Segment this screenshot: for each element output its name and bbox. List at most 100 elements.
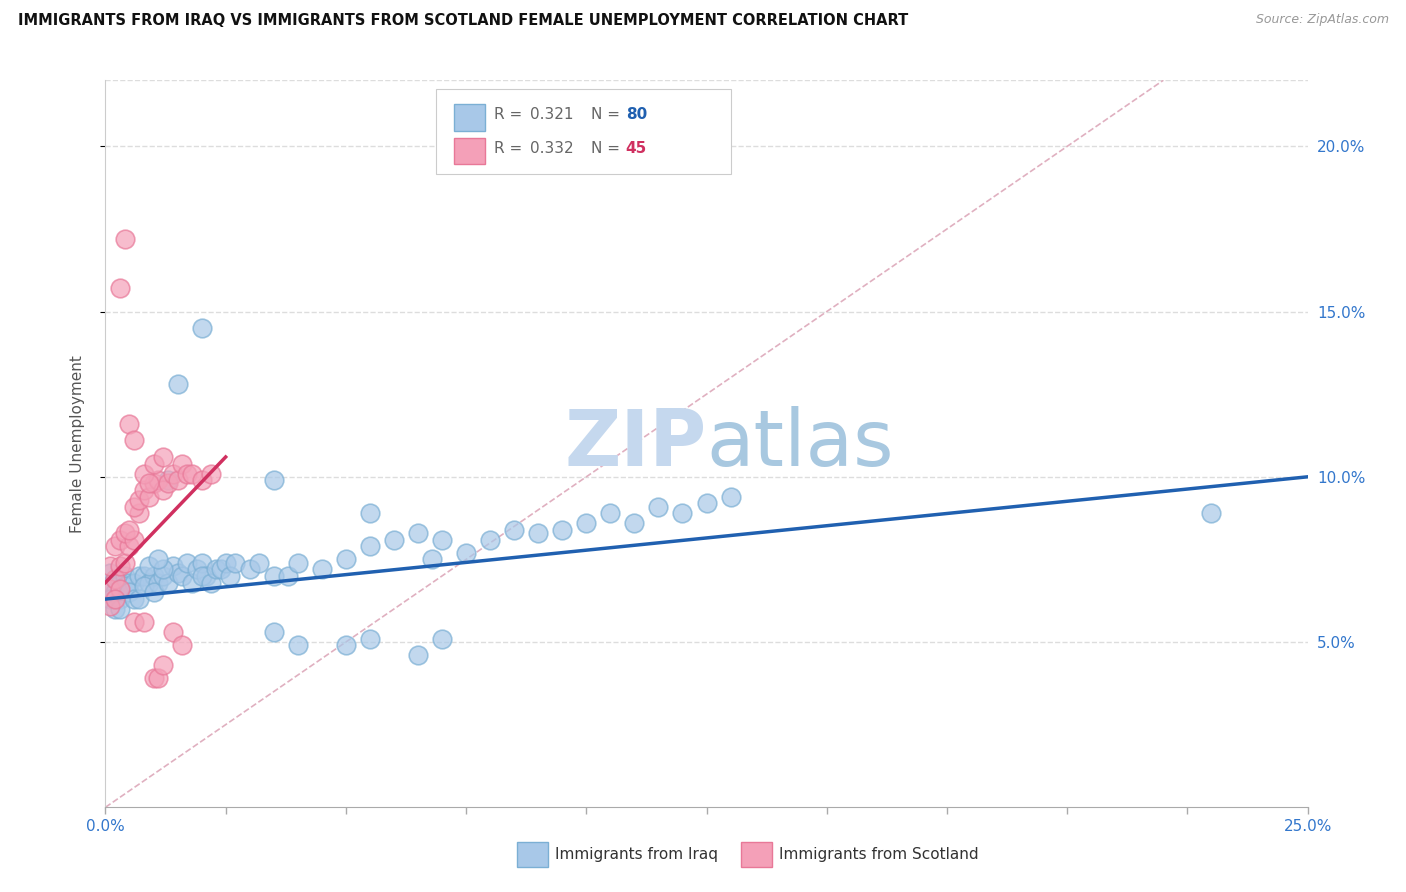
Point (200, 575, 222, 590)
Point (277, 569, 299, 583)
Point (263, 473, 285, 487)
Point (156, 575, 179, 590)
Point (214, 556, 236, 570)
Point (124, 500, 146, 514)
Point (118, 523, 141, 537)
Point (186, 562, 208, 576)
Point (98, 582, 121, 597)
Point (152, 562, 174, 576)
Point (108, 533, 131, 547)
Point (263, 569, 285, 583)
Point (128, 492, 150, 507)
Point (263, 625, 285, 640)
Point (148, 473, 170, 487)
Point (287, 638, 309, 652)
Point (181, 575, 204, 590)
Point (142, 569, 165, 583)
Point (382, 533, 405, 547)
Point (98, 559, 121, 574)
Point (503, 523, 526, 537)
Point (406, 648, 429, 663)
Text: Source: ZipAtlas.com: Source: ZipAtlas.com (1256, 13, 1389, 27)
Point (142, 476, 165, 491)
Point (124, 575, 146, 590)
Point (114, 556, 136, 570)
Point (104, 572, 127, 586)
Point (132, 569, 155, 583)
Point (190, 569, 212, 583)
Point (359, 539, 381, 553)
Point (720, 490, 742, 504)
Point (124, 615, 146, 630)
Point (224, 556, 246, 570)
Point (454, 546, 477, 560)
Point (479, 533, 502, 547)
Point (1201, 506, 1223, 520)
Text: N =: N = (591, 141, 624, 156)
Point (108, 559, 131, 574)
Point (142, 457, 165, 471)
Point (599, 506, 621, 520)
Point (152, 569, 174, 583)
Point (118, 539, 141, 553)
Point (128, 569, 150, 583)
Point (696, 496, 718, 510)
Text: ZIP: ZIP (564, 406, 707, 482)
Point (527, 526, 550, 541)
Point (430, 533, 453, 547)
Point (406, 526, 429, 541)
Point (200, 467, 222, 481)
Point (108, 575, 131, 590)
Point (209, 562, 232, 576)
Point (195, 569, 218, 583)
Point (98, 566, 121, 580)
Point (205, 562, 228, 576)
Point (132, 483, 155, 497)
Point (104, 602, 127, 616)
Point (172, 638, 194, 652)
Point (148, 575, 170, 590)
Point (575, 516, 598, 530)
Point (104, 539, 127, 553)
Point (132, 579, 155, 593)
Point (287, 556, 309, 570)
Point (118, 417, 141, 431)
Text: 80: 80 (626, 107, 647, 122)
Point (152, 658, 174, 673)
Point (142, 585, 165, 599)
Point (128, 592, 150, 607)
Text: Immigrants from Iraq: Immigrants from Iraq (555, 847, 718, 862)
Text: Immigrants from Scotland: Immigrants from Scotland (779, 847, 979, 862)
Point (98, 592, 121, 607)
Point (219, 569, 242, 583)
Text: R =: R = (494, 141, 527, 156)
Point (142, 672, 165, 686)
Point (138, 559, 160, 574)
Point (114, 232, 136, 246)
Point (422, 552, 444, 566)
Text: IMMIGRANTS FROM IRAQ VS IMMIGRANTS FROM SCOTLAND FEMALE UNEMPLOYMENT CORRELATION: IMMIGRANTS FROM IRAQ VS IMMIGRANTS FROM … (18, 13, 908, 29)
Point (551, 523, 574, 537)
Point (132, 615, 155, 630)
Point (190, 556, 212, 570)
Point (124, 434, 146, 448)
Point (128, 506, 150, 520)
Point (359, 632, 381, 646)
Point (114, 526, 136, 541)
Point (124, 592, 146, 607)
Point (162, 467, 184, 481)
Point (166, 566, 188, 580)
Point (172, 569, 194, 583)
Point (176, 467, 198, 481)
Point (335, 638, 357, 652)
Point (108, 592, 131, 607)
Point (190, 321, 212, 335)
Point (430, 632, 453, 646)
Text: R =: R = (494, 107, 527, 122)
Point (247, 556, 270, 570)
Text: atlas: atlas (707, 406, 894, 482)
Point (156, 476, 179, 491)
Point (152, 483, 174, 497)
Point (152, 450, 174, 464)
Y-axis label: Female Unemployment: Female Unemployment (70, 355, 84, 533)
